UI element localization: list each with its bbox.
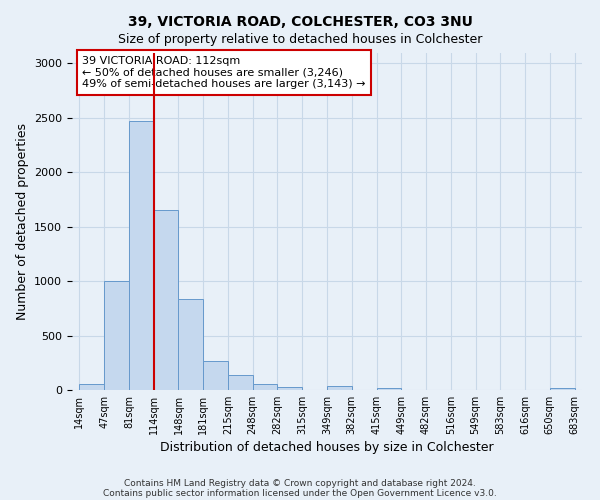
X-axis label: Distribution of detached houses by size in Colchester: Distribution of detached houses by size …: [160, 441, 494, 454]
Bar: [277, 386, 302, 390]
Bar: [104, 281, 129, 390]
Bar: [79, 384, 104, 390]
Bar: [253, 384, 277, 390]
Text: Contains HM Land Registry data © Crown copyright and database right 2024.: Contains HM Land Registry data © Crown c…: [124, 478, 476, 488]
Text: 39 VICTORIA ROAD: 112sqm
← 50% of detached houses are smaller (3,246)
49% of sem: 39 VICTORIA ROAD: 112sqm ← 50% of detach…: [82, 56, 366, 89]
Y-axis label: Number of detached properties: Number of detached properties: [16, 122, 29, 320]
Text: 39, VICTORIA ROAD, COLCHESTER, CO3 3NU: 39, VICTORIA ROAD, COLCHESTER, CO3 3NU: [128, 15, 472, 29]
Bar: [550, 388, 575, 390]
Bar: [377, 388, 401, 390]
Text: Contains public sector information licensed under the Open Government Licence v3: Contains public sector information licen…: [103, 488, 497, 498]
Text: Size of property relative to detached houses in Colchester: Size of property relative to detached ho…: [118, 32, 482, 46]
Bar: [228, 376, 253, 390]
Bar: [203, 360, 228, 390]
Bar: [178, 298, 203, 390]
Bar: [154, 210, 178, 390]
Bar: [129, 121, 154, 390]
Bar: [327, 386, 352, 390]
